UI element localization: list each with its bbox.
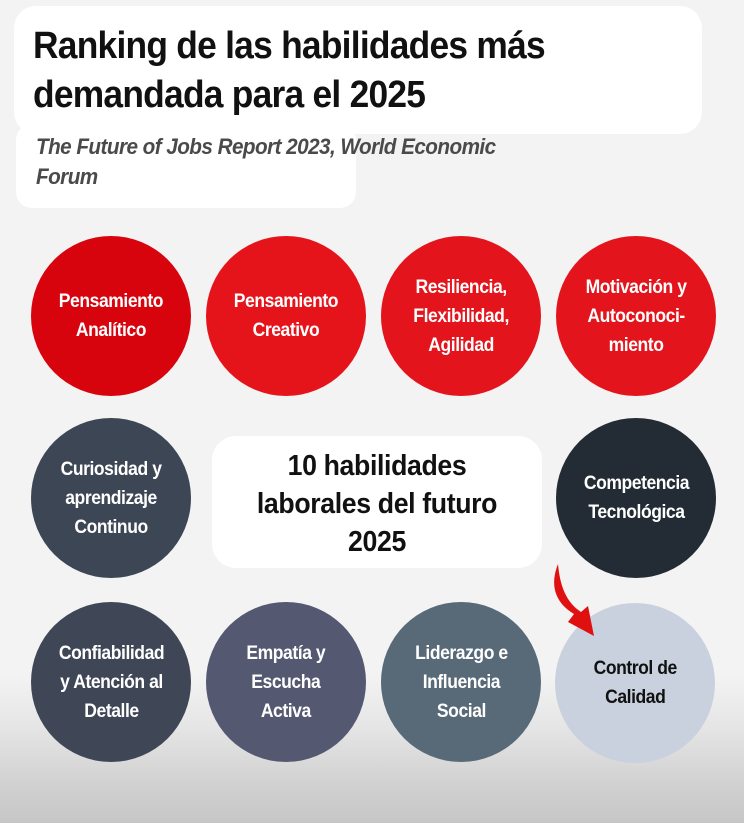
skill-circle-2: Pensamiento Creativo [206,236,366,396]
center-heading: 10 habilidades laborales del futuro 2025 [256,450,498,558]
skill-label: Competencia Tecnológica [583,472,689,523]
curved-arrow-icon [554,564,594,636]
skill-label: Pensamiento Creativo [233,290,339,341]
skill-circle-5: Curiosidad y aprendizaje Continuo [31,418,191,578]
subtitle-background [16,124,356,208]
skill-circle-1: Pensamiento Analítico [31,236,191,396]
skill-circle-7: Confiabilidad y Atención al Detalle [31,602,191,762]
skill-circle-3: Resiliencia, Flexibilidad, Agilidad [381,236,541,396]
skill-circle-8: Empatía y Escucha Activa [206,602,366,762]
skill-label: Liderazgo e Influencia Social [414,641,508,722]
page-title: Ranking de las habilidades más demandada… [33,25,546,116]
skill-label: Motivación y Autoconoci- miento [585,275,687,356]
skill-circle-6: Competencia Tecnológica [556,418,716,578]
skill-circle-9: Liderazgo e Influencia Social [381,602,541,762]
skill-label: Confiabilidad y Atención al Detalle [58,641,164,722]
center-label-background [212,436,542,568]
skill-label: Resiliencia, Flexibilidad, Agilidad [413,275,509,356]
skill-label: Pensamiento Analítico [58,290,164,341]
skill-label: Curiosidad y aprendizaje Continuo [60,457,162,538]
source-subtitle: The Future of Jobs Report 2023, World Ec… [36,134,496,189]
skill-circle-10: Control de Calidad [555,603,715,763]
title-background [14,6,702,134]
skill-label: Empatía y Escucha Activa [246,641,326,722]
skill-label: Control de Calidad [593,657,677,708]
skill-circle-4: Motivación y Autoconoci- miento [556,236,716,396]
